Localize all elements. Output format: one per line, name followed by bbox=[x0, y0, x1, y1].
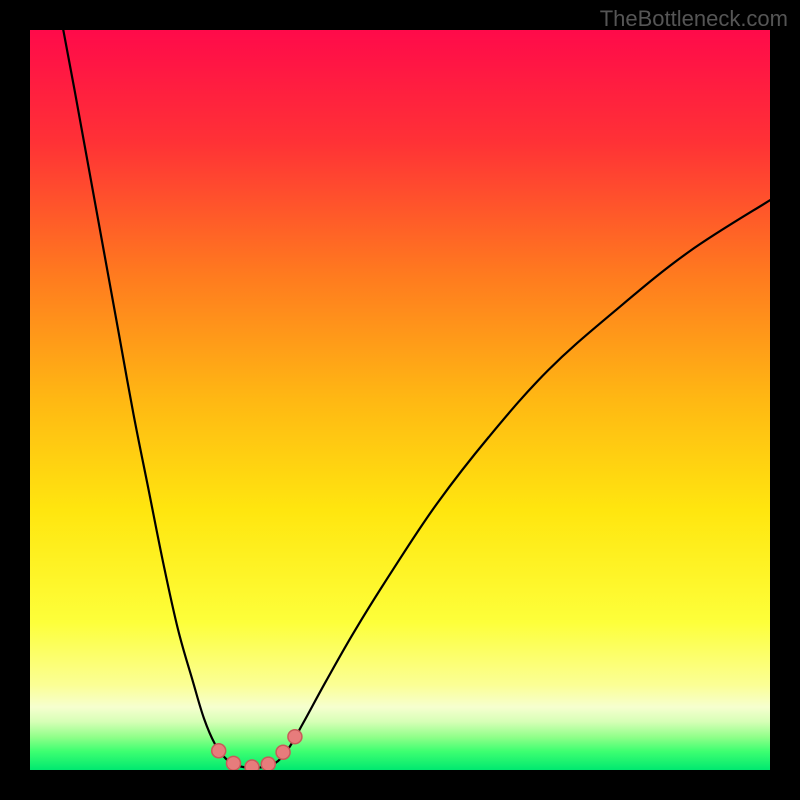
chart-svg bbox=[30, 30, 770, 770]
valley-marker bbox=[227, 756, 241, 770]
valley-marker bbox=[212, 744, 226, 758]
valley-marker bbox=[261, 757, 275, 770]
valley-marker bbox=[276, 745, 290, 759]
gradient-background bbox=[30, 30, 770, 770]
bottleneck-chart bbox=[30, 30, 770, 770]
valley-marker bbox=[288, 730, 302, 744]
valley-marker bbox=[245, 760, 259, 770]
watermark-text: TheBottleneck.com bbox=[600, 6, 788, 32]
